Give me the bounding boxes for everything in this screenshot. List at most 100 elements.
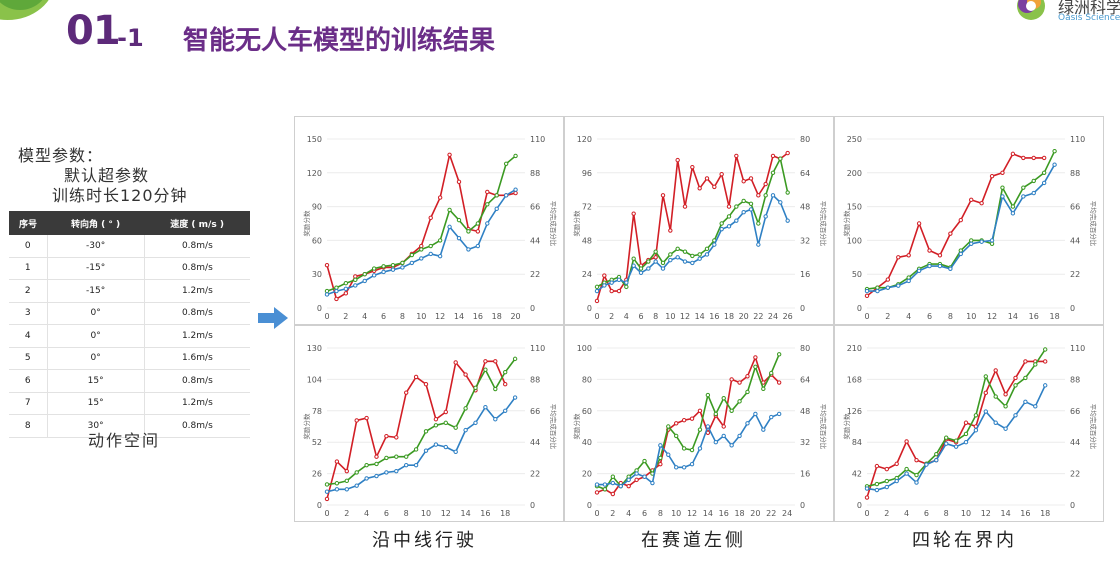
- data-point-green: [763, 193, 768, 198]
- x-tick-label: 22: [753, 312, 763, 321]
- data-point-red: [668, 228, 673, 233]
- data-point-red: [1041, 155, 1047, 161]
- y2-tick-label: 66: [1070, 203, 1080, 212]
- series-line-blue: [326, 397, 516, 493]
- data-point-red: [719, 172, 724, 177]
- data-point-red: [653, 255, 658, 260]
- y-tick-label: 26: [312, 470, 322, 479]
- data-point-green: [713, 411, 719, 417]
- y-axis-label: 奖励分数: [842, 210, 851, 237]
- y2-tick-label: 0: [530, 501, 535, 510]
- data-point-red: [475, 229, 481, 234]
- cell-index: 4: [9, 324, 48, 348]
- data-point-red: [493, 359, 498, 364]
- data-point-red: [364, 415, 369, 421]
- data-point-green: [1010, 204, 1016, 209]
- data-point-blue: [485, 221, 490, 226]
- data-point-blue: [864, 288, 870, 294]
- data-point-green: [675, 246, 680, 252]
- data-point-green: [721, 396, 726, 401]
- data-point-blue: [963, 440, 969, 445]
- data-point-green: [884, 478, 889, 484]
- data-point-blue: [776, 411, 782, 417]
- x-tick-label: 8: [948, 312, 953, 321]
- y-tick-label: 84: [852, 438, 862, 447]
- data-point-blue: [778, 200, 783, 205]
- x-tick-label: 16: [1020, 509, 1030, 518]
- data-point-green: [413, 447, 419, 452]
- cell-speed: 0.8m/s: [143, 257, 250, 280]
- data-point-green: [1021, 185, 1026, 190]
- x-tick-label: 18: [724, 312, 734, 321]
- y-tick-label: 90: [312, 203, 322, 212]
- params-line-hyperparams: 默认超参数: [64, 166, 150, 185]
- y-axis-label: 奖励分数: [302, 413, 311, 440]
- data-point-red: [958, 217, 963, 223]
- y-tick-label: 48: [582, 236, 592, 245]
- caption-centerline: 沿中线行驶: [372, 530, 477, 551]
- data-point-red: [741, 179, 746, 184]
- data-point-blue: [690, 260, 695, 266]
- y-tick-label: 250: [847, 135, 862, 144]
- y2-axis-label: 平均完成百分比: [819, 404, 828, 450]
- x-tick-label: 18: [1040, 509, 1050, 518]
- col-header-index: 序号: [9, 211, 48, 235]
- data-point-red: [428, 215, 433, 221]
- data-point-blue: [374, 473, 379, 479]
- data-point-blue: [483, 404, 488, 410]
- x-tick-label: 20: [510, 312, 520, 321]
- data-point-green: [602, 487, 608, 492]
- data-point-green: [353, 277, 358, 283]
- data-point-green: [638, 266, 644, 271]
- data-point-blue: [689, 461, 695, 467]
- data-point-blue: [1000, 194, 1005, 199]
- x-tick-label: 6: [924, 509, 929, 518]
- data-point-green: [423, 429, 429, 434]
- x-tick-label: 4: [362, 312, 367, 321]
- data-point-blue: [609, 280, 614, 285]
- data-point-blue: [653, 259, 658, 264]
- y2-tick-label: 32: [800, 236, 810, 245]
- data-point-green: [1013, 383, 1018, 388]
- data-point-blue: [1021, 194, 1026, 199]
- y2-tick-label: 44: [1070, 236, 1080, 245]
- page-title: 智能无人车模型的训练结果: [183, 26, 496, 56]
- training-chart-0: 0 30 60 90 120 150 0 22 44 66 88 110 0 2 4 6 8 10 12 14 16 18…: [294, 116, 564, 325]
- data-point-red: [989, 173, 995, 179]
- y-tick-label: 120: [307, 169, 322, 178]
- x-tick-label: 0: [324, 509, 329, 518]
- data-point-blue: [400, 265, 405, 270]
- data-point-blue: [344, 487, 349, 492]
- data-point-red: [1010, 151, 1016, 157]
- data-point-red: [916, 221, 922, 226]
- cell-steering: 0°: [46, 347, 145, 370]
- x-tick-label: 2: [884, 509, 889, 518]
- data-point-green: [374, 461, 379, 467]
- data-point-blue: [602, 482, 608, 487]
- x-tick-label: 14: [1001, 509, 1011, 518]
- cell-steering: 15°: [46, 369, 145, 393]
- data-point-blue: [404, 462, 409, 468]
- data-point-blue: [885, 285, 891, 290]
- data-point-blue: [875, 288, 880, 294]
- cell-speed: 0.8m/s: [143, 369, 250, 393]
- data-point-red: [354, 418, 359, 423]
- data-point-green: [404, 454, 409, 459]
- data-point-red: [712, 184, 717, 190]
- col-header-speed: 速度 ( m/s ): [144, 211, 250, 235]
- data-point-green: [785, 190, 790, 195]
- data-point-green: [483, 367, 488, 372]
- data-point-green: [419, 247, 424, 252]
- x-tick-label: 12: [435, 312, 445, 321]
- chart-svg: 0 30 60 90 120 150 0 22 44 66 88 110 0 2 4 6 8 10 12 14 16 18…: [302, 135, 558, 321]
- data-point-blue: [453, 449, 458, 455]
- x-tick-label: 12: [680, 312, 690, 321]
- cell-steering: 15°: [46, 392, 145, 415]
- data-point-blue: [884, 484, 889, 490]
- series-line-blue: [867, 164, 1056, 292]
- x-tick-label: 20: [739, 312, 749, 321]
- data-point-green: [666, 424, 671, 429]
- data-point-blue: [697, 446, 703, 451]
- y-axis-label: 奖励分数: [572, 413, 581, 440]
